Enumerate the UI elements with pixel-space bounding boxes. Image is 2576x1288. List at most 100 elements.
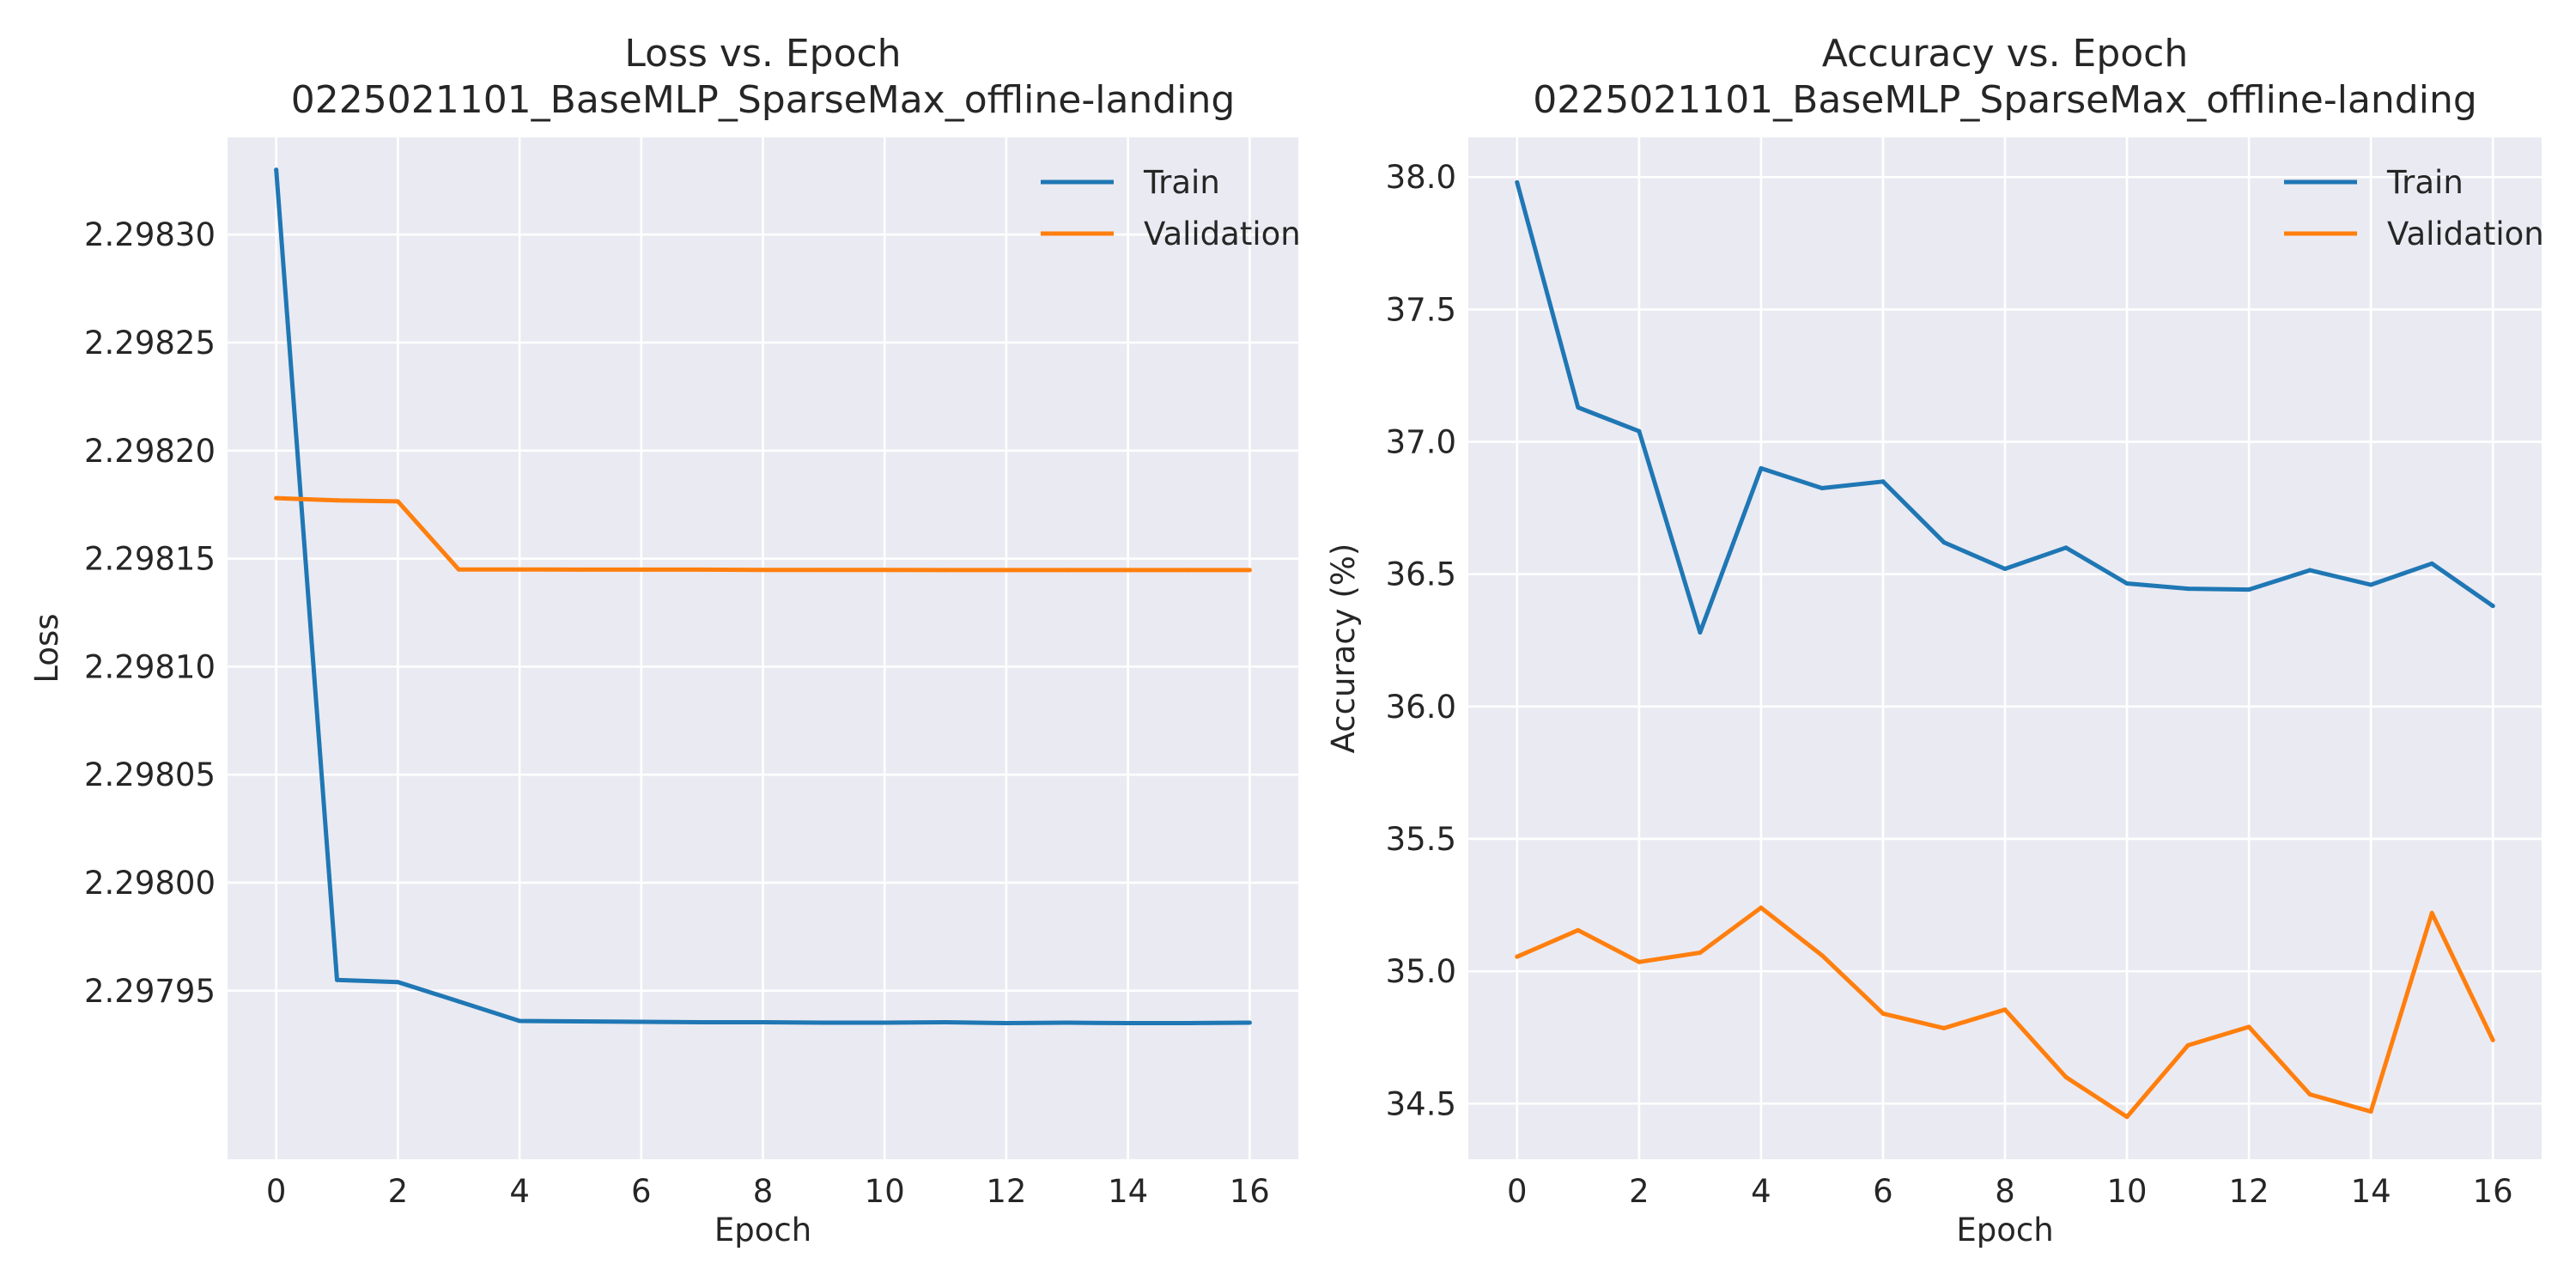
x-tick-label: 14 (2351, 1173, 2391, 1210)
data-point-validation (2246, 1024, 2251, 1030)
data-point-validation (1515, 954, 1520, 959)
data-point-validation (2429, 910, 2434, 915)
data-point-train (2185, 586, 2190, 592)
data-point-validation (456, 567, 461, 572)
data-point-validation (517, 567, 522, 572)
data-point-train (2246, 587, 2251, 592)
data-point-train (1941, 540, 1947, 545)
data-point-train (639, 1019, 644, 1024)
data-point-train (821, 1020, 826, 1025)
data-point-validation (1941, 1025, 1947, 1030)
chart-subtitle: 0225021101_BaseMLP_SparseMax_offline-lan… (291, 78, 1236, 122)
x-tick-label: 16 (2473, 1173, 2513, 1210)
data-point-train (882, 1020, 887, 1025)
data-point-train (2490, 604, 2495, 609)
data-point-validation (1576, 927, 1581, 933)
data-point-train (2124, 580, 2129, 586)
y-tick-label: 2.29820 (84, 433, 216, 470)
data-point-train (761, 1019, 765, 1024)
y-tick-label: 36.5 (1386, 556, 1456, 593)
y-tick-label: 2.29795 (84, 973, 216, 1010)
data-point-train (517, 1018, 522, 1024)
y-axis-label: Loss (28, 613, 65, 683)
data-point-validation (700, 567, 705, 572)
y-tick-label: 2.29805 (84, 756, 216, 793)
data-point-validation (2185, 1042, 2190, 1048)
data-point-validation (1759, 905, 1764, 910)
data-point-validation (639, 567, 644, 572)
y-tick-label: 2.29825 (84, 325, 216, 361)
x-tick-label: 10 (2106, 1173, 2147, 1210)
data-point-validation (943, 568, 948, 573)
data-point-train (1637, 428, 1642, 434)
y-tick-label: 2.29800 (84, 865, 216, 902)
y-tick-label: 35.5 (1386, 821, 1456, 858)
data-point-train (2063, 545, 2069, 550)
data-point-validation (2002, 1007, 2008, 1012)
data-point-train (1820, 485, 1825, 490)
data-point-validation (2063, 1074, 2069, 1079)
data-point-train (1247, 1020, 1252, 1025)
y-tick-label: 2.29830 (84, 216, 216, 253)
x-tick-label: 10 (865, 1173, 905, 1210)
data-point-validation (882, 568, 887, 573)
chart-subtitle: 0225021101_BaseMLP_SparseMax_offline-lan… (1533, 78, 2477, 122)
data-point-validation (2307, 1091, 2312, 1097)
chart-title: Accuracy vs. Epoch (1822, 32, 2189, 76)
data-point-train (1698, 630, 1703, 635)
x-tick-label: 4 (509, 1173, 530, 1210)
data-point-train (1126, 1021, 1131, 1026)
data-point-validation (395, 499, 400, 504)
x-tick-label: 6 (1873, 1173, 1893, 1210)
data-point-train (1759, 465, 1764, 471)
data-point-train (274, 167, 279, 173)
data-point-validation (2368, 1109, 2373, 1115)
data-point-train (456, 999, 461, 1004)
data-point-train (2307, 568, 2312, 573)
y-tick-label: 2.29810 (84, 648, 216, 685)
data-point-train (2429, 561, 2434, 566)
x-tick-label: 2 (388, 1173, 409, 1210)
y-tick-label: 34.5 (1386, 1085, 1456, 1122)
data-point-validation (2124, 1115, 2129, 1120)
x-tick-label: 8 (753, 1173, 774, 1210)
x-tick-label: 4 (1751, 1173, 1771, 1210)
data-point-validation (1247, 568, 1252, 573)
data-point-validation (335, 498, 340, 503)
data-point-train (1004, 1021, 1009, 1026)
data-point-validation (761, 568, 765, 573)
accuracy-chart: 0 2 4 6 8 10 12 14 16 34.5 35.0 35.5 36.0 36.5 37.0 37.… (1325, 32, 2544, 1249)
y-tick-label: 37.5 (1386, 291, 1456, 328)
x-tick-label: 0 (1507, 1173, 1528, 1210)
x-tick-label: 14 (1108, 1173, 1148, 1210)
data-point-train (578, 1018, 583, 1024)
y-tick-label: 36.0 (1386, 689, 1456, 726)
y-tick-label: 38.0 (1386, 159, 1456, 196)
y-tick-label: 2.29815 (84, 541, 216, 578)
x-tick-label: 0 (266, 1173, 287, 1210)
data-point-validation (2490, 1037, 2495, 1042)
data-point-train (1186, 1021, 1191, 1026)
data-point-validation (1186, 568, 1191, 573)
legend-label-validation: Validation (2387, 216, 2544, 252)
x-tick-label: 12 (2229, 1173, 2269, 1210)
x-tick-label: 16 (1230, 1173, 1270, 1210)
y-axis-label: Accuracy (%) (1325, 544, 1362, 754)
legend-label-train: Train (1143, 164, 1220, 201)
data-point-validation (1004, 568, 1009, 573)
x-tick-label: 6 (631, 1173, 652, 1210)
data-point-validation (1637, 959, 1642, 964)
data-point-validation (274, 495, 279, 501)
x-axis-label: Epoch (714, 1212, 811, 1249)
data-point-validation (1820, 953, 1825, 958)
data-point-train (395, 980, 400, 985)
data-point-validation (578, 567, 583, 572)
data-point-validation (1126, 568, 1131, 573)
x-tick-label: 12 (986, 1173, 1026, 1210)
data-point-validation (1880, 1011, 1886, 1016)
data-point-validation (1698, 951, 1703, 956)
data-point-validation (821, 568, 826, 573)
x-tick-label: 2 (1629, 1173, 1649, 1210)
data-point-validation (1065, 568, 1070, 573)
